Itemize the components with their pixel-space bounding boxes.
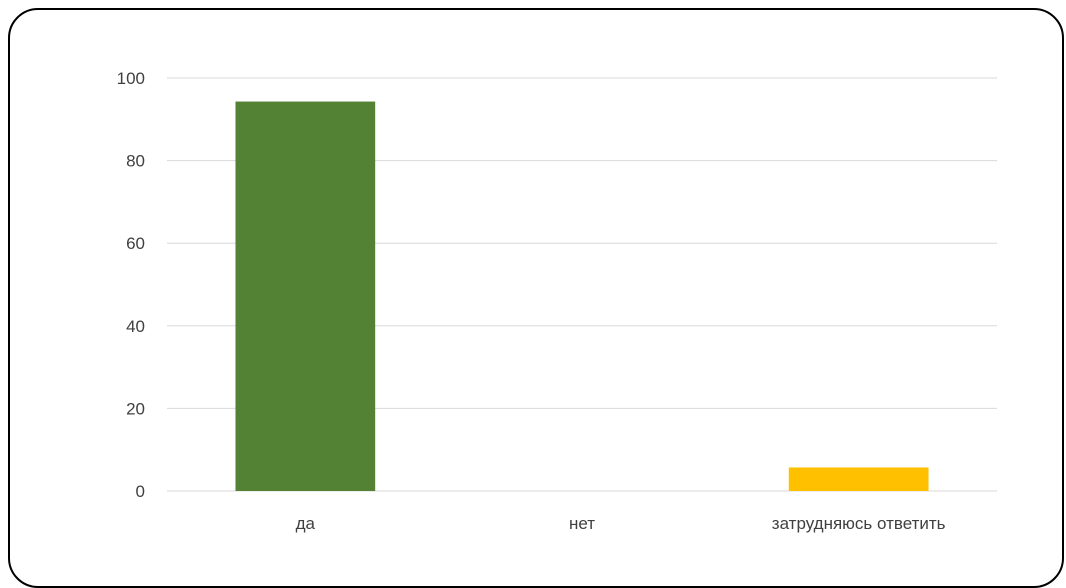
bar-1 <box>235 101 376 491</box>
y-tick-label: 60 <box>126 234 145 253</box>
x-tick-label: затрудняюсь ответить <box>772 514 946 533</box>
bar-3 <box>788 467 929 491</box>
y-tick-label: 0 <box>136 482 145 501</box>
x-tick-label: да <box>296 514 316 533</box>
bar-chart: 0 20 40 60 80 100 да нет затрудняюсь ответить <box>117 69 997 533</box>
x-tick-label: нет <box>569 514 595 533</box>
y-axis-ticks: 0 20 40 60 80 100 <box>117 69 145 501</box>
y-tick-label: 80 <box>126 152 145 171</box>
y-tick-label: 20 <box>126 399 145 418</box>
y-tick-label: 40 <box>126 317 145 336</box>
x-axis-ticks: да нет затрудняюсь ответить <box>296 514 946 533</box>
bars <box>235 101 929 491</box>
y-tick-label: 100 <box>117 69 145 88</box>
